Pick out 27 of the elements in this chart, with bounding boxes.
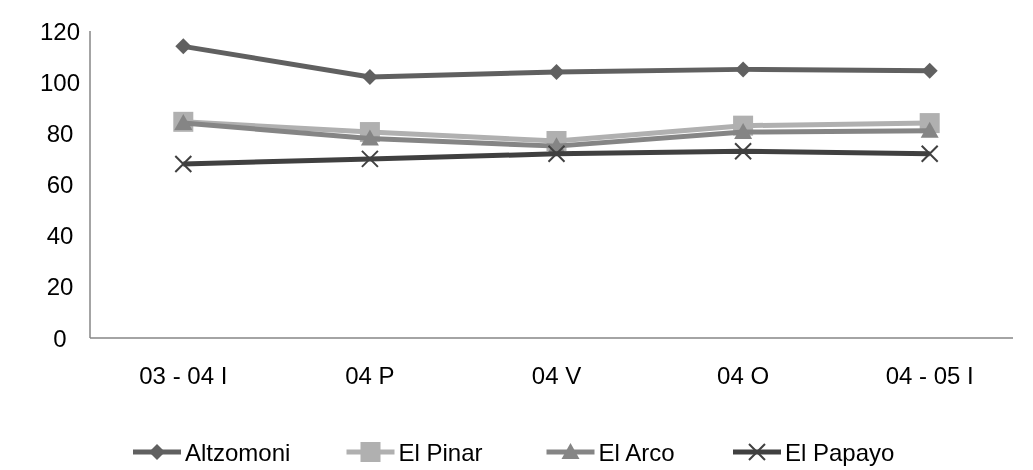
y-tick-label: 60 [46,171,74,198]
point [547,144,566,163]
point [361,69,378,86]
legend-label: El Pinar [398,438,483,466]
point [920,121,939,138]
y-tick-label: 100 [39,68,81,96]
point [734,123,753,140]
point [174,155,193,174]
y-tick-label: 40 [46,222,74,250]
y-tick-label: 0 [53,324,67,352]
point [175,38,192,55]
y-tick-label: 120 [39,17,81,45]
x-tick-label: 04 V [531,362,582,389]
point [920,144,939,163]
legend-label: El Arco [598,438,675,466]
y-tick-label: 80 [46,119,74,147]
point [548,63,565,80]
legend-label: Altzomoni [185,438,291,466]
x-tick-label: 04 O [717,362,770,389]
point [360,149,379,168]
point [734,142,753,161]
y-tick-label: 20 [46,273,74,301]
x-tick-label: 03 - 04 I [139,362,228,389]
x-tick-label: 04 - 05 I [885,362,974,389]
legend-label: El Papayo [785,438,895,466]
x-tick-label: 04 P [345,362,395,389]
point [360,129,379,146]
